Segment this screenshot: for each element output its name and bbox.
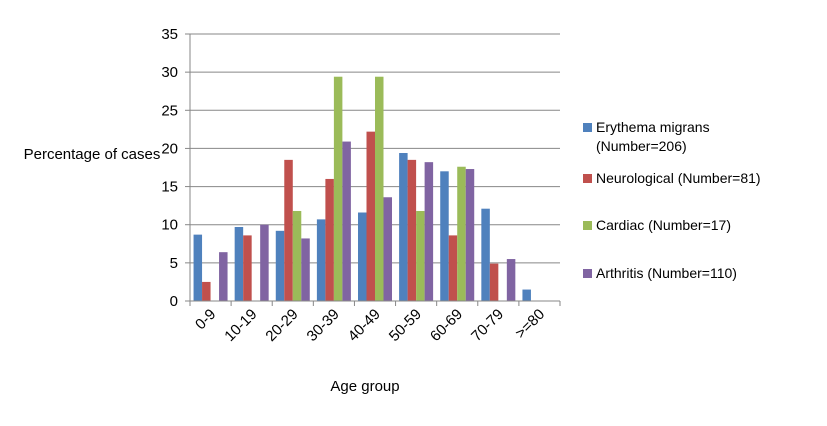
x-tick-label: 40-49 [345,306,384,345]
y-axis-label: Percentage of cases [23,146,161,163]
bar [375,76,384,301]
bar [416,210,425,301]
legend-swatch [583,123,592,132]
x-tick-label: >=80 [512,306,548,342]
x-tick-label: 0-9 [192,306,219,333]
legend-item-erythema-migrans: Erythema migrans (Number=206) [583,118,726,156]
bar [325,178,334,301]
bar [333,76,343,301]
legend-item-neurological: Neurological (Number=81) [583,169,761,188]
bar [342,141,351,301]
legend-item-arthritis: Arthritis (Number=110) [583,264,737,283]
legend-swatch [583,221,592,230]
x-tick-label: 30-39 [304,306,343,345]
bar [407,159,417,301]
bar [219,252,228,301]
bar [481,208,490,301]
bars [193,76,531,301]
y-tick-label: 25 [161,102,178,119]
legend-label: Erythema migrans (Number=206) [596,119,710,154]
legend-label: Neurological (Number=81) [596,170,761,186]
bar [522,289,531,301]
bar [284,159,293,301]
y-tick-label: 0 [170,293,178,310]
bar [465,169,475,301]
x-tick-label: 10-19 [221,306,260,345]
x-tick-label: 70-79 [468,306,507,345]
y-tick-label: 20 [161,140,178,157]
legend-label: Cardiac (Number=17) [596,217,731,233]
bar [440,171,449,301]
x-tick-labels: 0-9 10-19 20-29 30-39 40-49 50-59 60-69 70-79 >=… [192,306,548,345]
bar [292,210,302,301]
y-tick-label: 35 [161,26,178,43]
bar [275,230,285,301]
x-tick-label: 20-29 [262,306,301,345]
bar [260,224,269,301]
bar [358,212,367,301]
x-tick-label: 50-59 [386,306,425,345]
y-tick-label: 30 [161,64,178,81]
bar [399,153,408,301]
x-axis-label: Age group [330,378,400,395]
y-tick-labels: 0 5 10 15 20 25 30 35 [161,26,178,310]
legend-label: Arthritis (Number=110) [596,265,737,281]
bar [234,227,244,301]
legend-swatch [583,269,592,278]
x-tick-label: 60-69 [427,306,466,345]
bar [457,166,466,301]
y-tick-label: 10 [161,217,178,234]
bar [489,263,499,301]
bar [301,238,310,301]
bar [243,235,252,301]
bar [448,235,458,301]
bar [424,162,434,301]
bar [366,131,375,301]
legend-item-cardiac: Cardiac (Number=17) [583,216,731,235]
bar [506,259,516,301]
bar [316,219,326,301]
bar [193,234,203,301]
y-tick-label: 5 [170,255,178,272]
y-tick-label: 15 [161,179,178,196]
bar [383,197,392,301]
axes [185,33,561,306]
legend-swatch [583,174,592,183]
bar [202,281,211,301]
